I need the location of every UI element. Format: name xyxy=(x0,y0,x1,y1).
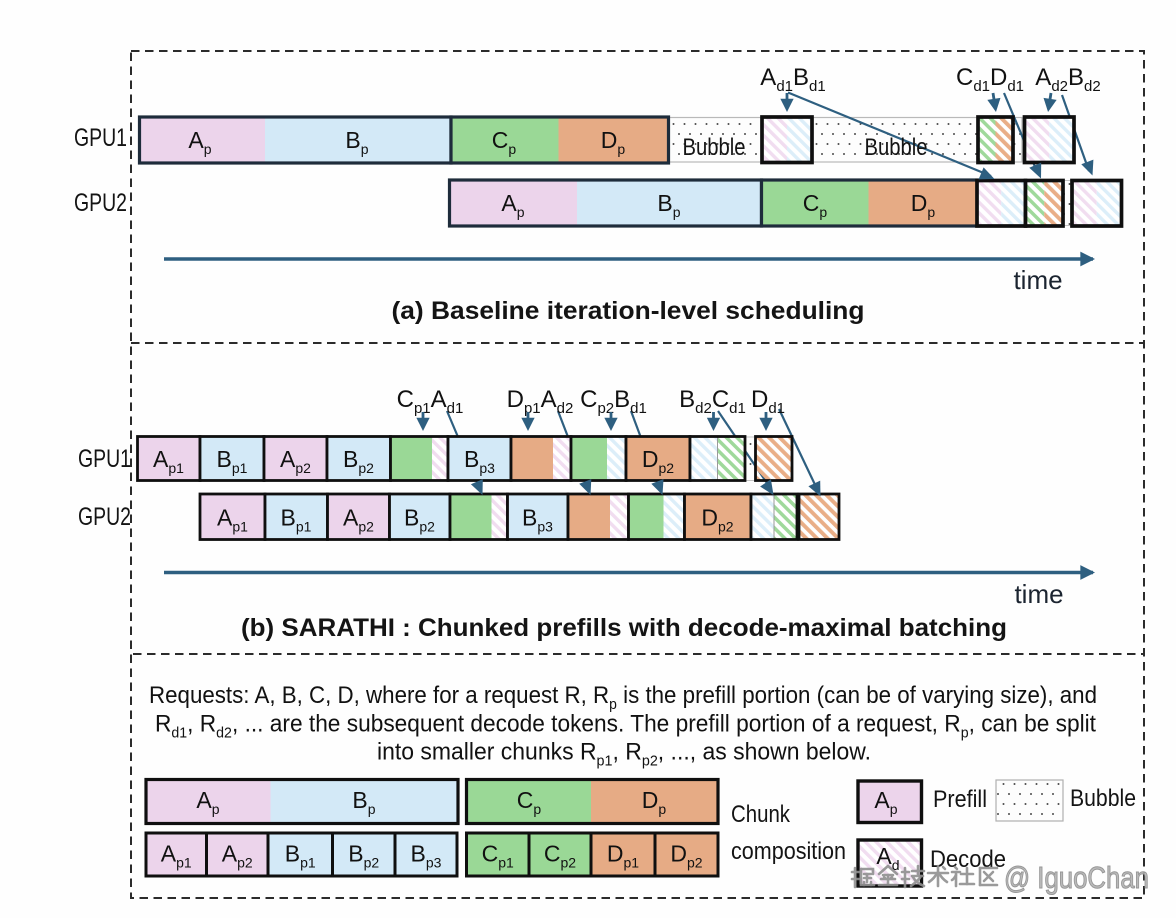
svg-text:GPU2: GPU2 xyxy=(74,189,127,217)
svg-text:Ap1: Ap1 xyxy=(153,446,184,476)
svg-text:Ap: Ap xyxy=(501,190,524,220)
svg-text:Bp: Bp xyxy=(657,190,680,220)
svg-text:Dp2: Dp2 xyxy=(701,505,733,535)
svg-text:Cp2Bd1: Cp2Bd1 xyxy=(580,386,647,417)
svg-text:Bp3: Bp3 xyxy=(411,841,442,871)
svg-text:(a) Baseline iteration-level s: (a) Baseline iteration-level scheduling xyxy=(392,297,865,325)
svg-text:GPU1: GPU1 xyxy=(74,124,127,152)
svg-text:Rd1, Rd2, ... are the subseque: Rd1, Rd2, ... are the subsequent decode … xyxy=(155,711,1096,742)
svg-text:time: time xyxy=(1014,579,1063,609)
svg-text:Cd1Dd1: Cd1Dd1 xyxy=(956,64,1024,95)
svg-text:Bp1: Bp1 xyxy=(285,841,316,871)
svg-text:Bp2: Bp2 xyxy=(348,841,379,871)
svg-text:Cp: Cp xyxy=(803,190,828,220)
svg-text:Bubble: Bubble xyxy=(1070,785,1136,812)
svg-text:GPU2: GPU2 xyxy=(78,503,131,531)
svg-text:Dp2: Dp2 xyxy=(670,841,702,871)
svg-text:Ap1: Ap1 xyxy=(217,505,248,535)
svg-text:Ap: Ap xyxy=(188,127,211,157)
svg-text:GPU1: GPU1 xyxy=(78,445,131,473)
svg-text:Bubble: Bubble xyxy=(683,134,746,161)
svg-text:Requests: A, B, C, D, where fo: Requests: A, B, C, D, where for a reques… xyxy=(149,682,1097,713)
svg-text:Dp: Dp xyxy=(911,190,936,220)
svg-text:Bp: Bp xyxy=(345,127,368,157)
svg-text:into smaller chunks Rp1, Rp2,: into smaller chunks Rp1, Rp2, ..., as sh… xyxy=(377,739,871,770)
svg-text:Ad: Ad xyxy=(876,843,899,873)
svg-text:@ IguoChan: @ IguoChan xyxy=(1004,860,1149,895)
svg-text:Ap2: Ap2 xyxy=(222,841,253,871)
svg-text:Ad2Bd2: Ad2Bd2 xyxy=(1035,64,1100,95)
svg-text:Bp2: Bp2 xyxy=(343,446,374,476)
svg-text:Bp3: Bp3 xyxy=(464,446,495,476)
svg-text:Ap: Ap xyxy=(874,787,897,817)
svg-text:Cp: Cp xyxy=(517,787,542,817)
svg-text:Dd1: Dd1 xyxy=(751,386,785,417)
svg-text:Chunk: Chunk xyxy=(731,801,791,828)
svg-text:Cp1: Cp1 xyxy=(482,841,514,871)
svg-text:Bp: Bp xyxy=(352,787,375,817)
svg-text:composition: composition xyxy=(731,838,846,865)
svg-text:(b) SARATHI : Chunked prefills: (b) SARATHI : Chunked prefills with deco… xyxy=(241,614,1007,642)
svg-text:Dp: Dp xyxy=(601,127,626,157)
svg-text:Bd2Cd1: Bd2Cd1 xyxy=(679,386,746,417)
svg-text:Ap: Ap xyxy=(196,787,219,817)
svg-text:Dp1: Dp1 xyxy=(607,841,639,871)
svg-text:Bp2: Bp2 xyxy=(404,505,435,535)
svg-text:Prefill: Prefill xyxy=(933,786,987,813)
svg-text:Ap2: Ap2 xyxy=(343,505,374,535)
svg-text:Ap1: Ap1 xyxy=(161,841,192,871)
svg-text:Cp: Cp xyxy=(492,127,517,157)
svg-text:time: time xyxy=(1013,265,1062,295)
svg-text:Bubble: Bubble xyxy=(865,134,928,161)
svg-text:Cp2: Cp2 xyxy=(544,841,576,871)
svg-text:Bp1: Bp1 xyxy=(281,505,312,535)
svg-text:Dp: Dp xyxy=(642,787,667,817)
svg-text:Dp2: Dp2 xyxy=(642,446,674,476)
svg-text:Bp1: Bp1 xyxy=(217,446,248,476)
svg-text:Bp3: Bp3 xyxy=(522,505,553,535)
svg-text:Ap2: Ap2 xyxy=(280,446,311,476)
svg-text:Cp1Ad1: Cp1Ad1 xyxy=(397,386,464,417)
svg-text:Ad1Bd1: Ad1Bd1 xyxy=(760,64,825,95)
